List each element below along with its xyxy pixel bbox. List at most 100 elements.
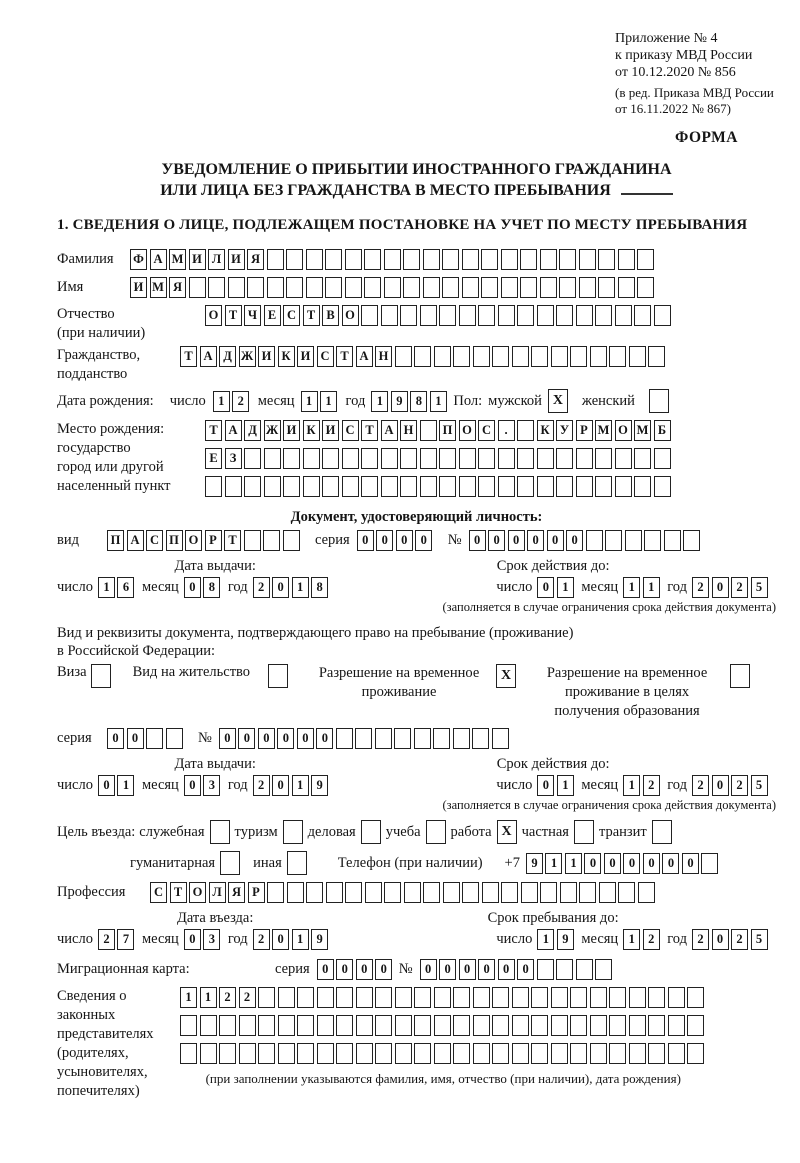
- char-cell[interactable]: Я: [228, 882, 245, 903]
- char-cell[interactable]: [701, 852, 719, 874]
- char-cell[interactable]: [355, 728, 373, 749]
- char-cell[interactable]: А: [149, 249, 167, 270]
- char-cell[interactable]: [188, 277, 206, 298]
- char-cell[interactable]: [453, 1015, 470, 1036]
- char-cell[interactable]: [375, 1015, 392, 1036]
- char-cell[interactable]: 1: [291, 775, 309, 796]
- char-cell[interactable]: 0: [603, 852, 621, 874]
- char-cell[interactable]: [341, 448, 359, 469]
- char-cell[interactable]: [634, 305, 651, 326]
- char-cell[interactable]: Р: [575, 420, 593, 441]
- char-cell[interactable]: [286, 277, 303, 298]
- char-cell[interactable]: 2: [731, 775, 748, 796]
- char-cell[interactable]: 0: [458, 959, 476, 980]
- char-cell[interactable]: 2: [642, 775, 660, 796]
- char-cell[interactable]: [556, 476, 573, 497]
- char-cell[interactable]: [556, 305, 573, 326]
- char-cell[interactable]: [687, 1043, 704, 1064]
- char-cell[interactable]: [481, 277, 498, 298]
- char-cell[interactable]: [258, 987, 275, 1008]
- char-cell[interactable]: 1: [320, 390, 338, 412]
- char-cell[interactable]: 2: [252, 929, 270, 950]
- char-cell[interactable]: [663, 530, 681, 551]
- char-cell[interactable]: [634, 448, 651, 469]
- char-cell[interactable]: [667, 1043, 685, 1064]
- char-cell[interactable]: [394, 346, 412, 367]
- char-cell[interactable]: [383, 249, 401, 270]
- char-cell[interactable]: [283, 476, 300, 497]
- char-cell[interactable]: [423, 882, 440, 903]
- char-cell[interactable]: И: [188, 249, 206, 270]
- purpose-official-checkbox[interactable]: [209, 820, 230, 844]
- char-cell[interactable]: Н: [400, 420, 417, 441]
- char-cell[interactable]: [180, 1043, 197, 1064]
- char-cell[interactable]: [384, 882, 401, 903]
- char-cell[interactable]: 2: [252, 577, 270, 598]
- char-cell[interactable]: [282, 530, 300, 551]
- char-cell[interactable]: [618, 882, 635, 903]
- char-cell[interactable]: 0: [546, 530, 564, 551]
- char-cell[interactable]: [345, 882, 362, 903]
- char-cell[interactable]: 1: [642, 577, 660, 598]
- female-checkbox[interactable]: [648, 389, 669, 413]
- char-cell[interactable]: 2: [692, 577, 709, 598]
- char-cell[interactable]: [297, 987, 314, 1008]
- char-cell[interactable]: [244, 476, 261, 497]
- char-cell[interactable]: [394, 987, 412, 1008]
- char-cell[interactable]: [559, 277, 576, 298]
- char-cell[interactable]: [302, 448, 320, 469]
- char-cell[interactable]: [146, 728, 163, 749]
- char-cell[interactable]: [422, 277, 440, 298]
- char-cell[interactable]: 9: [311, 929, 329, 950]
- char-cell[interactable]: [609, 987, 626, 1008]
- char-cell[interactable]: [648, 346, 665, 367]
- char-cell[interactable]: [570, 987, 587, 1008]
- char-cell[interactable]: 1: [300, 390, 318, 412]
- temp-residence-edu-checkbox[interactable]: [730, 664, 751, 688]
- char-cell[interactable]: 0: [375, 959, 393, 980]
- char-cell[interactable]: [461, 277, 479, 298]
- char-cell[interactable]: 2: [252, 775, 270, 796]
- char-cell[interactable]: [578, 249, 596, 270]
- char-cell[interactable]: 1: [97, 577, 115, 598]
- char-cell[interactable]: 0: [316, 728, 334, 749]
- char-cell[interactable]: [536, 448, 554, 469]
- char-cell[interactable]: [617, 277, 635, 298]
- char-cell[interactable]: [653, 476, 671, 497]
- char-cell[interactable]: [536, 959, 554, 980]
- char-cell[interactable]: З: [224, 448, 242, 469]
- char-cell[interactable]: [617, 249, 635, 270]
- char-cell[interactable]: 8: [311, 577, 329, 598]
- char-cell[interactable]: [419, 476, 437, 497]
- char-cell[interactable]: [550, 346, 568, 367]
- char-cell[interactable]: 0: [355, 959, 373, 980]
- char-cell[interactable]: [394, 1043, 412, 1064]
- char-cell[interactable]: 0: [527, 530, 545, 551]
- char-cell[interactable]: [531, 1043, 548, 1064]
- char-cell[interactable]: 0: [183, 775, 201, 796]
- char-cell[interactable]: [439, 305, 456, 326]
- char-cell[interactable]: В: [322, 305, 339, 326]
- char-cell[interactable]: [511, 346, 529, 367]
- char-cell[interactable]: [595, 476, 612, 497]
- char-cell[interactable]: 1: [556, 577, 574, 598]
- char-cell[interactable]: О: [458, 420, 476, 441]
- char-cell[interactable]: Е: [263, 305, 281, 326]
- char-cell[interactable]: [637, 249, 654, 270]
- char-cell[interactable]: 5: [750, 775, 768, 796]
- char-cell[interactable]: [472, 1015, 490, 1036]
- char-cell[interactable]: [570, 346, 587, 367]
- char-cell[interactable]: [442, 277, 459, 298]
- char-cell[interactable]: 1: [537, 929, 555, 950]
- char-cell[interactable]: [517, 305, 534, 326]
- char-cell[interactable]: [609, 346, 626, 367]
- char-cell[interactable]: 1: [564, 852, 582, 874]
- char-cell[interactable]: [556, 448, 573, 469]
- char-cell[interactable]: Д: [244, 420, 261, 441]
- char-cell[interactable]: 1: [180, 987, 197, 1008]
- char-cell[interactable]: [589, 987, 607, 1008]
- char-cell[interactable]: [297, 1043, 314, 1064]
- char-cell[interactable]: [628, 1043, 646, 1064]
- char-cell[interactable]: 1: [545, 852, 563, 874]
- char-cell[interactable]: 1: [429, 390, 447, 412]
